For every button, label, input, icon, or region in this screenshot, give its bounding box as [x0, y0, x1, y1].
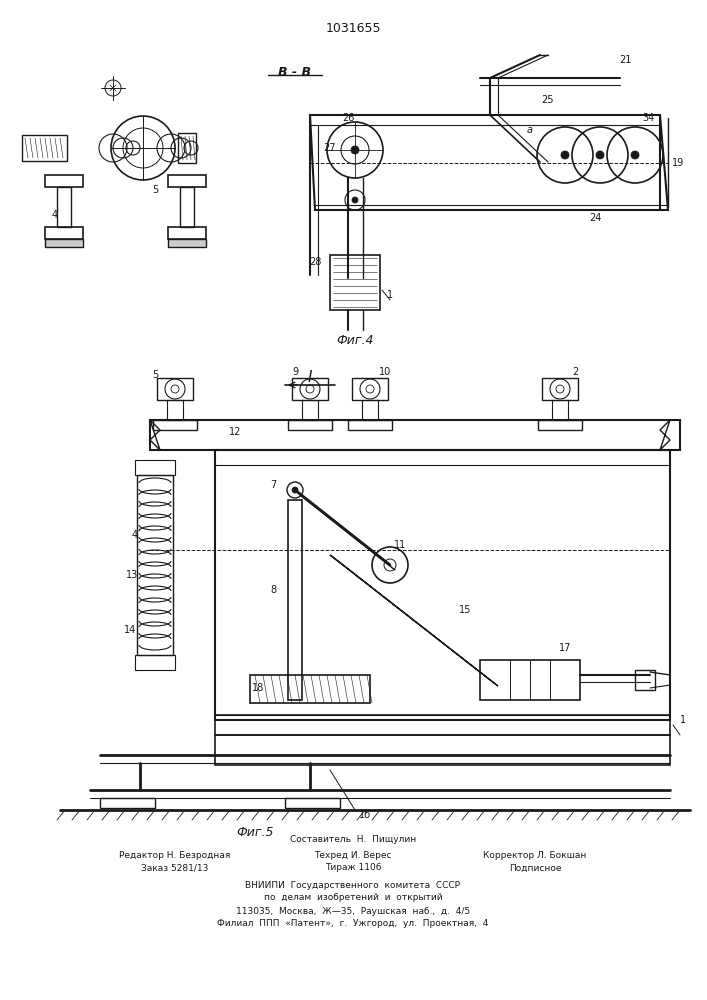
Text: 4: 4 [132, 530, 138, 540]
Text: 7: 7 [270, 480, 276, 490]
Text: 10: 10 [379, 367, 391, 377]
Circle shape [351, 146, 359, 154]
Bar [288, 420, 332, 430]
Text: 19: 19 [672, 158, 684, 168]
Bar [45, 227, 83, 239]
Bar [168, 227, 206, 239]
Text: Филиал  ППП  «Патент»,  г.  Ужгород,  ул.  Проектная,  4: Филиал ППП «Патент», г. Ужгород, ул. Про… [217, 920, 489, 928]
Text: 1: 1 [387, 290, 393, 300]
Text: 4: 4 [52, 210, 58, 220]
Circle shape [561, 151, 569, 159]
Circle shape [292, 487, 298, 493]
Text: 5: 5 [152, 185, 158, 195]
Text: Заказ 5281/13: Заказ 5281/13 [141, 863, 209, 872]
Bar [167, 400, 183, 420]
Bar [480, 660, 580, 700]
Bar [57, 187, 71, 227]
Bar [288, 500, 302, 700]
Bar [178, 133, 196, 163]
Bar [135, 460, 175, 475]
Bar [45, 175, 83, 187]
Text: 1: 1 [680, 715, 686, 725]
Bar [135, 655, 175, 670]
Bar [362, 400, 378, 420]
Bar [330, 255, 380, 310]
Bar [302, 400, 318, 420]
Text: Тираж 1106: Тираж 1106 [325, 863, 381, 872]
Bar [542, 378, 578, 400]
Text: 24: 24 [589, 213, 601, 223]
Text: 18: 18 [252, 683, 264, 693]
Text: 9: 9 [292, 367, 298, 377]
Bar [137, 475, 173, 655]
Text: 26: 26 [341, 113, 354, 123]
Bar [100, 798, 155, 808]
Bar [45, 239, 83, 247]
Text: 2: 2 [572, 367, 578, 377]
Text: 28: 28 [309, 257, 321, 267]
Text: ВНИИПИ  Государственного  комитета  СССР: ВНИИПИ Государственного комитета СССР [245, 880, 460, 890]
Bar [552, 400, 568, 420]
Text: 13: 13 [126, 570, 138, 580]
Text: Техред И. Верес: Техред И. Верес [314, 850, 392, 859]
Text: 21: 21 [619, 55, 631, 65]
Bar [180, 187, 194, 227]
Text: В - В: В - В [279, 66, 312, 79]
Bar [292, 378, 328, 400]
Text: 5: 5 [152, 370, 158, 380]
Bar [168, 239, 206, 247]
Text: 14: 14 [124, 625, 136, 635]
Bar [215, 735, 670, 765]
Text: 25: 25 [542, 95, 554, 105]
Text: Подписное: Подписное [509, 863, 561, 872]
Text: I: I [308, 370, 312, 385]
Circle shape [596, 151, 604, 159]
Text: 11: 11 [394, 540, 406, 550]
Text: Фиг.5: Фиг.5 [236, 826, 274, 838]
Bar [157, 378, 193, 400]
Circle shape [631, 151, 639, 159]
Text: Редактор Н. Безродная: Редактор Н. Безродная [119, 850, 230, 859]
Text: 1б: 1б [359, 810, 371, 820]
Bar [150, 420, 680, 450]
Text: 34: 34 [642, 113, 654, 123]
Bar [215, 715, 670, 735]
Text: 1031655: 1031655 [325, 21, 381, 34]
Text: 15: 15 [459, 605, 471, 615]
Bar [22, 135, 67, 161]
Circle shape [352, 197, 358, 203]
Text: 113035,  Москва,  Ж—35,  Раушская  наб.,  д.  4/5: 113035, Москва, Ж—35, Раушская наб., д. … [236, 906, 470, 916]
Bar [285, 798, 340, 808]
Bar [168, 175, 206, 187]
Text: Составитель  Н.  Пищулин: Составитель Н. Пищулин [290, 836, 416, 844]
Text: 12: 12 [229, 427, 241, 437]
Bar [250, 675, 370, 703]
Text: 27: 27 [324, 143, 337, 153]
Bar [153, 420, 197, 430]
Bar [348, 420, 392, 430]
Bar [215, 450, 670, 720]
Text: Корректор Л. Бокшан: Корректор Л. Бокшан [484, 850, 587, 859]
Text: Фиг.4: Фиг.4 [337, 334, 374, 347]
Bar [635, 670, 655, 690]
Bar [538, 420, 582, 430]
Text: 17: 17 [559, 643, 571, 653]
Text: a: a [527, 125, 533, 135]
Text: 8: 8 [270, 585, 276, 595]
Text: по  делам  изобретений  и  открытий: по делам изобретений и открытий [264, 894, 443, 902]
Bar [352, 378, 388, 400]
